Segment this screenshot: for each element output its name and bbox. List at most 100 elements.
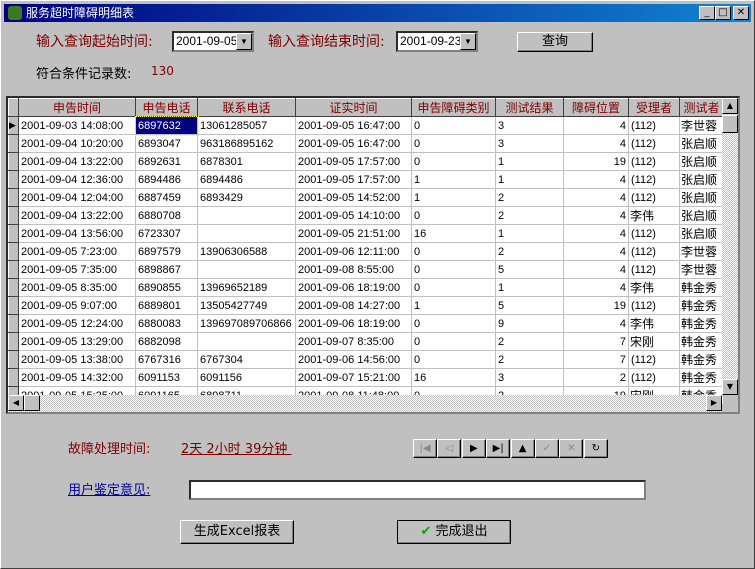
table-cell[interactable]: 李伟 bbox=[628, 314, 680, 333]
table-cell[interactable]: 2001-09-08 14:27:00 bbox=[295, 296, 412, 315]
opinion-label[interactable]: 用户鉴定意见: bbox=[68, 483, 151, 498]
table-cell[interactable]: 2001-09-05 12:24:00 bbox=[18, 314, 136, 333]
table-cell[interactable]: 1 bbox=[495, 170, 564, 189]
row-indicator[interactable] bbox=[8, 224, 19, 243]
table-cell[interactable]: 13505427749 bbox=[197, 296, 296, 315]
table-cell[interactable]: 0 bbox=[411, 332, 496, 351]
row-indicator[interactable] bbox=[8, 134, 19, 153]
table-cell[interactable]: 4 bbox=[563, 314, 629, 333]
table-cell[interactable]: 0 bbox=[411, 350, 496, 369]
table-cell[interactable]: 1 bbox=[411, 188, 496, 207]
table-cell[interactable]: 2001-09-04 12:04:00 bbox=[18, 188, 136, 207]
table-cell[interactable]: 2001-09-05 7:35:00 bbox=[18, 260, 136, 279]
table-row[interactable]: 2001-09-05 14:32:00 6091153 6091156 2001-09… bbox=[8, 368, 724, 387]
table-cell[interactable]: 2 bbox=[495, 350, 564, 369]
row-indicator[interactable] bbox=[8, 152, 19, 171]
table-cell[interactable]: 7 bbox=[563, 332, 629, 351]
table-cell[interactable]: 0 bbox=[411, 116, 496, 135]
table-cell[interactable]: 韩金秀 bbox=[679, 296, 724, 315]
table-cell[interactable]: 1 bbox=[495, 278, 564, 297]
table-cell[interactable]: 6880708 bbox=[135, 206, 198, 225]
table-cell[interactable]: 4 bbox=[563, 206, 629, 225]
table-cell[interactable]: 19 bbox=[563, 296, 629, 315]
column-header[interactable]: 申告电话 bbox=[135, 98, 198, 117]
table-cell[interactable]: 6091153 bbox=[135, 368, 198, 387]
table-cell[interactable]: 6893429 bbox=[197, 188, 296, 207]
table-cell[interactable]: (112) bbox=[628, 260, 680, 279]
insert-icon[interactable]: ▲ bbox=[510, 439, 535, 458]
table-cell[interactable]: 张启顺 bbox=[679, 170, 724, 189]
table-cell[interactable]: 韩金秀 bbox=[679, 350, 724, 369]
table-cell[interactable]: 7 bbox=[563, 350, 629, 369]
table-cell[interactable]: 2001-09-05 14:52:00 bbox=[295, 188, 412, 207]
table-cell[interactable]: 6091156 bbox=[197, 368, 296, 387]
table-cell[interactable]: 6892631 bbox=[135, 152, 198, 171]
column-header[interactable]: 障碍位置 bbox=[563, 98, 629, 117]
column-header[interactable]: 测试者 bbox=[679, 98, 724, 117]
column-header[interactable]: 申告时间 bbox=[18, 98, 136, 117]
table-cell[interactable]: 张启顺 bbox=[679, 134, 724, 153]
table-cell[interactable]: 4 bbox=[563, 260, 629, 279]
table-cell[interactable]: (112) bbox=[628, 152, 680, 171]
table-cell[interactable]: 0 bbox=[411, 260, 496, 279]
row-indicator[interactable] bbox=[8, 296, 19, 315]
last-icon[interactable]: ▶| bbox=[486, 439, 511, 458]
table-cell[interactable]: 韩金秀 bbox=[679, 332, 724, 351]
table-cell[interactable]: 1 bbox=[411, 296, 496, 315]
table-cell[interactable]: 李世蓉 bbox=[679, 116, 724, 135]
table-cell[interactable]: 2001-09-06 18:19:00 bbox=[295, 278, 412, 297]
table-cell[interactable]: 2001-09-06 18:19:00 bbox=[295, 314, 412, 333]
table-cell[interactable]: 6723307 bbox=[135, 224, 198, 243]
table-cell[interactable]: 6893047 bbox=[135, 134, 198, 153]
table-cell[interactable]: 0 bbox=[411, 134, 496, 153]
table-cell[interactable]: (112) bbox=[628, 296, 680, 315]
table-cell[interactable]: 3 bbox=[495, 368, 564, 387]
data-grid[interactable]: 申告时间 申告电话 联系电话 证实时间 申告障碍类别 测试结果 障碍位置 受理者 测试者 ▶ 20… bbox=[6, 96, 740, 414]
row-indicator[interactable] bbox=[8, 188, 19, 207]
table-row[interactable]: 2001-09-04 10:20:00 6893047 963186895162 20… bbox=[8, 134, 724, 153]
minimize-button[interactable]: _ bbox=[699, 6, 715, 20]
table-cell[interactable]: 2001-09-05 16:47:00 bbox=[295, 116, 412, 135]
table-cell[interactable]: 2 bbox=[495, 206, 564, 225]
table-cell[interactable]: 韩金秀 bbox=[679, 368, 724, 387]
table-cell[interactable]: 6897579 bbox=[135, 242, 198, 261]
row-indicator[interactable] bbox=[8, 278, 19, 297]
table-cell[interactable]: 韩金秀 bbox=[679, 314, 724, 333]
table-cell[interactable]: 2001-09-05 13:29:00 bbox=[18, 332, 136, 351]
table-cell[interactable]: 2 bbox=[495, 332, 564, 351]
table-cell[interactable]: 1 bbox=[411, 170, 496, 189]
table-row[interactable]: 2001-09-05 13:38:00 6767316 6767304 2001-09… bbox=[8, 350, 724, 369]
table-cell[interactable]: 韩金秀 bbox=[679, 278, 724, 297]
scroll-down-icon[interactable]: ▼ bbox=[722, 379, 738, 395]
table-cell[interactable]: 2001-09-05 21:51:00 bbox=[295, 224, 412, 243]
table-cell[interactable]: 2001-09-05 14:32:00 bbox=[18, 368, 136, 387]
table-cell[interactable]: 2001-09-04 13:22:00 bbox=[18, 206, 136, 225]
table-cell[interactable]: 0 bbox=[411, 206, 496, 225]
table-cell[interactable]: 0 bbox=[411, 314, 496, 333]
table-cell[interactable] bbox=[197, 206, 296, 225]
table-row[interactable]: 2001-09-04 12:36:00 6894486 6894486 2001-09… bbox=[8, 170, 724, 189]
table-cell[interactable]: 2001-09-03 14:08:00 bbox=[18, 116, 136, 135]
table-cell[interactable]: 16 bbox=[411, 224, 496, 243]
table-cell[interactable]: 5 bbox=[495, 296, 564, 315]
table-cell[interactable]: 19 bbox=[563, 152, 629, 171]
table-cell[interactable]: 13906306588 bbox=[197, 242, 296, 261]
table-cell[interactable]: 2001-09-05 16:47:00 bbox=[295, 134, 412, 153]
row-indicator[interactable] bbox=[8, 260, 19, 279]
table-cell[interactable]: (112) bbox=[628, 134, 680, 153]
dropdown-arrow-icon[interactable]: ▼ bbox=[236, 33, 252, 50]
excel-report-button[interactable]: 生成Excel报表 bbox=[180, 520, 294, 544]
table-cell[interactable]: 2001-09-05 9:07:00 bbox=[18, 296, 136, 315]
table-cell[interactable]: 139697089706866 bbox=[197, 314, 296, 333]
opinion-input[interactable] bbox=[189, 480, 646, 500]
table-cell[interactable]: 6882098 bbox=[135, 332, 198, 351]
table-cell[interactable]: 2 bbox=[495, 188, 564, 207]
table-cell[interactable]: 4 bbox=[563, 278, 629, 297]
table-cell[interactable]: 宋刚 bbox=[628, 332, 680, 351]
table-cell[interactable]: 张启顺 bbox=[679, 188, 724, 207]
row-indicator[interactable] bbox=[8, 242, 19, 261]
table-cell[interactable]: 3 bbox=[495, 116, 564, 135]
row-indicator[interactable] bbox=[8, 350, 19, 369]
vertical-scroll-thumb[interactable] bbox=[722, 115, 738, 133]
table-cell[interactable]: 6898867 bbox=[135, 260, 198, 279]
